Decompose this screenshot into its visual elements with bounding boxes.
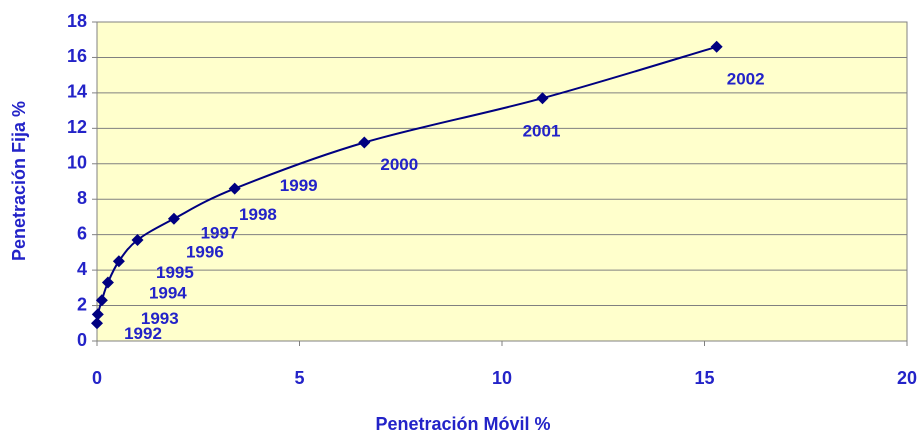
point-label: 2002 xyxy=(727,69,765,88)
y-tick-label: 18 xyxy=(67,11,87,31)
y-axis-label: Penetración Fija % xyxy=(9,101,29,261)
plot-area xyxy=(96,21,908,342)
point-label: 1994 xyxy=(149,284,187,303)
point-label: 1997 xyxy=(201,223,239,242)
point-label: 1998 xyxy=(239,205,277,224)
x-axis-label: Penetración Móvil % xyxy=(375,414,550,434)
y-tick-label: 14 xyxy=(67,82,87,102)
y-tick-label: 8 xyxy=(77,188,87,208)
data-point xyxy=(167,212,180,225)
data-point xyxy=(112,255,125,268)
y-tick-label: 10 xyxy=(67,153,87,173)
y-tick-label: 2 xyxy=(77,294,87,314)
x-tick-label: 10 xyxy=(492,368,512,388)
data-point xyxy=(95,294,108,307)
x-tick-label: 5 xyxy=(294,368,304,388)
point-label: 1999 xyxy=(280,176,318,195)
x-tick-label: 0 xyxy=(92,368,102,388)
data-point xyxy=(91,308,104,321)
y-tick-label: 16 xyxy=(67,46,87,66)
x-tick-label: 20 xyxy=(897,368,917,388)
data-point xyxy=(358,136,371,149)
point-label: 1992 xyxy=(124,324,162,343)
point-label: 1993 xyxy=(141,309,179,328)
point-label: 2001 xyxy=(523,122,561,141)
data-point xyxy=(131,233,144,246)
data-point xyxy=(91,317,103,330)
y-tick-label: 4 xyxy=(77,259,87,279)
y-tick-label: 6 xyxy=(77,223,87,243)
point-label: 1995 xyxy=(156,263,194,282)
data-point xyxy=(536,92,549,105)
data-point xyxy=(101,276,114,289)
y-tick-label: 12 xyxy=(67,117,87,137)
data-point xyxy=(710,40,723,53)
point-label: 1996 xyxy=(186,243,224,262)
x-tick-label: 15 xyxy=(694,368,714,388)
data-point xyxy=(228,182,241,195)
y-tick-label: 0 xyxy=(77,330,87,350)
point-label: 2000 xyxy=(380,155,418,174)
